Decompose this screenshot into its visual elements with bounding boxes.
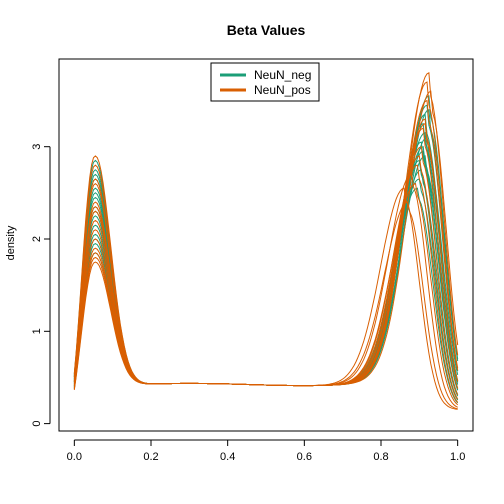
series-line-neun_neg-7 <box>73 159 459 400</box>
x-tick-label: 0.8 <box>373 451 388 463</box>
series-line-neun_pos-13 <box>73 201 458 410</box>
y-tick-label: 2 <box>31 236 43 242</box>
y-axis-label: density <box>5 225 17 260</box>
x-tick-label: 1.0 <box>450 451 465 463</box>
y-tick-label: 1 <box>31 328 43 334</box>
series-line-neun_neg-8 <box>73 169 459 397</box>
series-line-neun_neg-14 <box>73 145 459 391</box>
chart-title: Beta Values <box>227 22 306 38</box>
legend-label-neun_pos: NeuN_pos <box>254 83 311 97</box>
density-curves <box>73 71 459 410</box>
x-axis: 0.0 0.2 0.4 0.6 0.8 1.0 <box>67 439 465 463</box>
x-tick-label: 0.0 <box>67 451 82 463</box>
x-tick-label: 0.6 <box>297 451 312 463</box>
y-tick-label: 3 <box>31 144 43 150</box>
series-line-neun_pos-6 <box>73 155 459 400</box>
x-tick-label: 0.4 <box>220 451 235 463</box>
series-line-neun_neg-5 <box>73 141 459 395</box>
legend-label-neun_neg: NeuN_neg <box>254 68 311 82</box>
plot-frame <box>58 58 474 432</box>
series-line-neun_neg-1 <box>73 104 459 387</box>
x-tick-label: 0.2 <box>143 451 158 463</box>
legend-box <box>210 62 320 102</box>
y-axis: 0 1 2 3 <box>31 144 51 427</box>
y-tick-label: 0 <box>31 421 43 427</box>
series-line-neun_pos-5 <box>73 145 459 396</box>
series-line-neun_neg-6 <box>73 150 459 391</box>
series-line-neun_pos-7 <box>73 164 459 403</box>
